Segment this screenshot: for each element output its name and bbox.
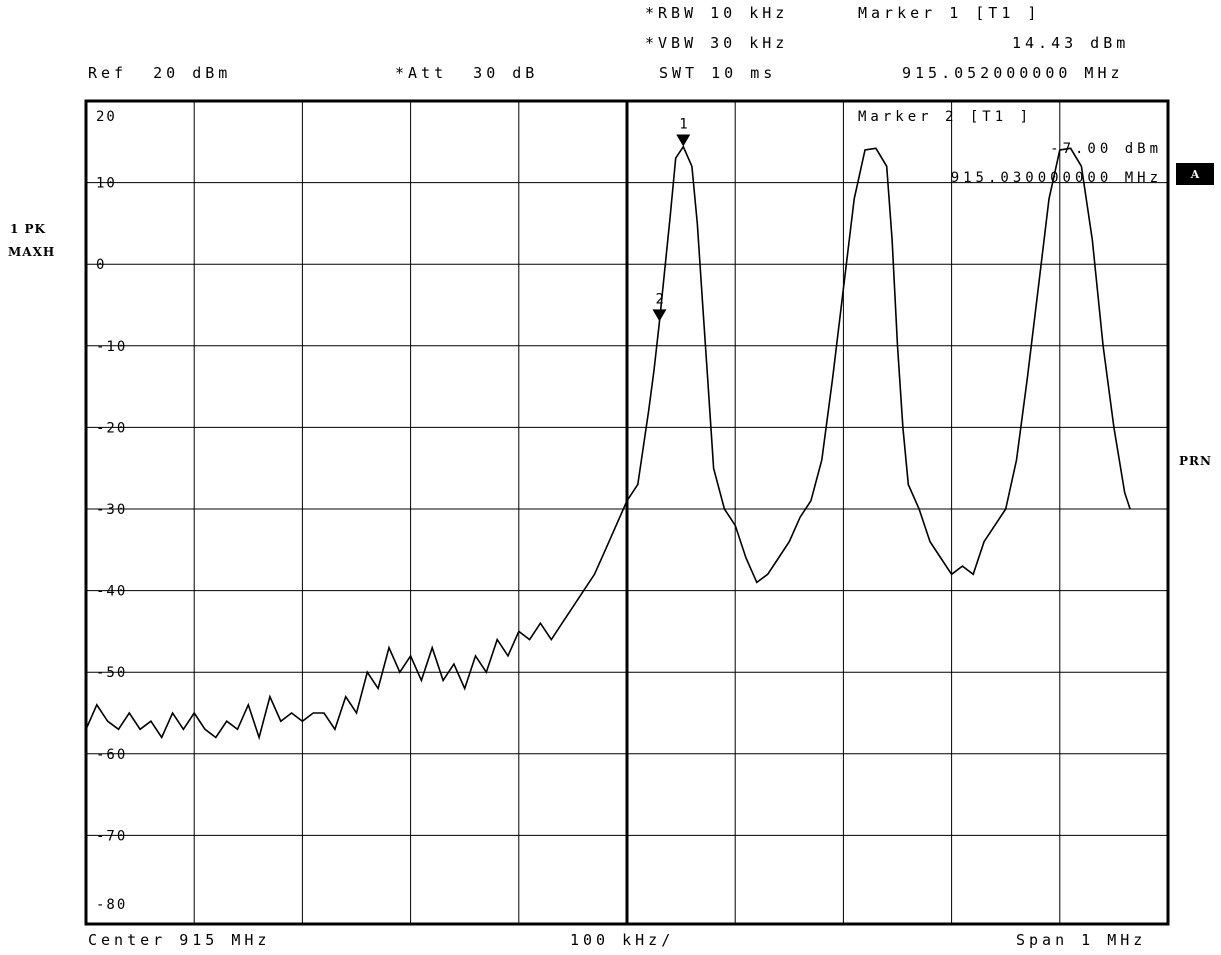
y-tick-label: 0 — [96, 257, 106, 273]
y-tick-label: -80 — [96, 897, 127, 913]
y-tick-label: -60 — [96, 747, 127, 763]
max-hold-label: MAXH — [8, 245, 56, 259]
y-tick-label: 20 — [96, 109, 117, 125]
span-label: Span 1 MHz — [1016, 931, 1147, 949]
trace-a-badge: A — [1176, 163, 1214, 185]
center-frequency-label: Center 915 MHz — [88, 931, 271, 949]
y-tick-label: 10 — [96, 176, 117, 192]
marker1-level: 14.43 dBm — [1012, 34, 1130, 52]
marker2-box: Marker 2 [T1 ] -7.00 dBm 915.030000000 M… — [858, 109, 1162, 186]
sweep-time-readout: SWT 10 ms — [659, 64, 777, 82]
marker-2-label: 2 — [655, 291, 663, 307]
plot-frame — [84, 99, 1170, 926]
attenuation-readout: *Att 30 dB — [395, 64, 539, 82]
marker-1-triangle — [676, 134, 691, 147]
marker2-level: -7.00 dBm — [1050, 141, 1162, 157]
marker-1-label: 1 — [679, 116, 687, 132]
y-tick-label: -20 — [96, 420, 127, 436]
marker2-frequency: 915.030000000 MHz — [951, 170, 1162, 186]
y-tick-labels: 20 10 0 -10 -20 -30 -40 -50 -60 -70 -80 — [96, 109, 127, 913]
trace-mode-label: 1 PK — [10, 222, 46, 236]
marker2-title: Marker 2 [T1 ] — [858, 109, 1032, 125]
prn-label: PRN — [1179, 454, 1212, 468]
y-tick-label: -10 — [96, 339, 127, 355]
marker-layer: 12 — [652, 116, 691, 322]
vbw-readout: *VBW 30 kHz — [645, 34, 789, 52]
division-label: 100 kHz/ — [570, 931, 675, 949]
ref-level-readout: Ref 20 dBm — [88, 64, 232, 82]
plot-grid — [86, 101, 1168, 924]
y-tick-label: -70 — [96, 828, 127, 844]
y-tick-label: -30 — [96, 502, 127, 518]
rbw-readout: *RBW 10 kHz — [645, 4, 789, 22]
marker-2-triangle — [652, 309, 667, 322]
trace-line — [85, 145, 1131, 741]
y-tick-label: -40 — [96, 584, 127, 600]
y-tick-label: -50 — [96, 665, 127, 681]
marker1-frequency: 915.052000000 MHz — [902, 64, 1124, 82]
marker1-title: Marker 1 [T1 ] — [858, 4, 1041, 22]
